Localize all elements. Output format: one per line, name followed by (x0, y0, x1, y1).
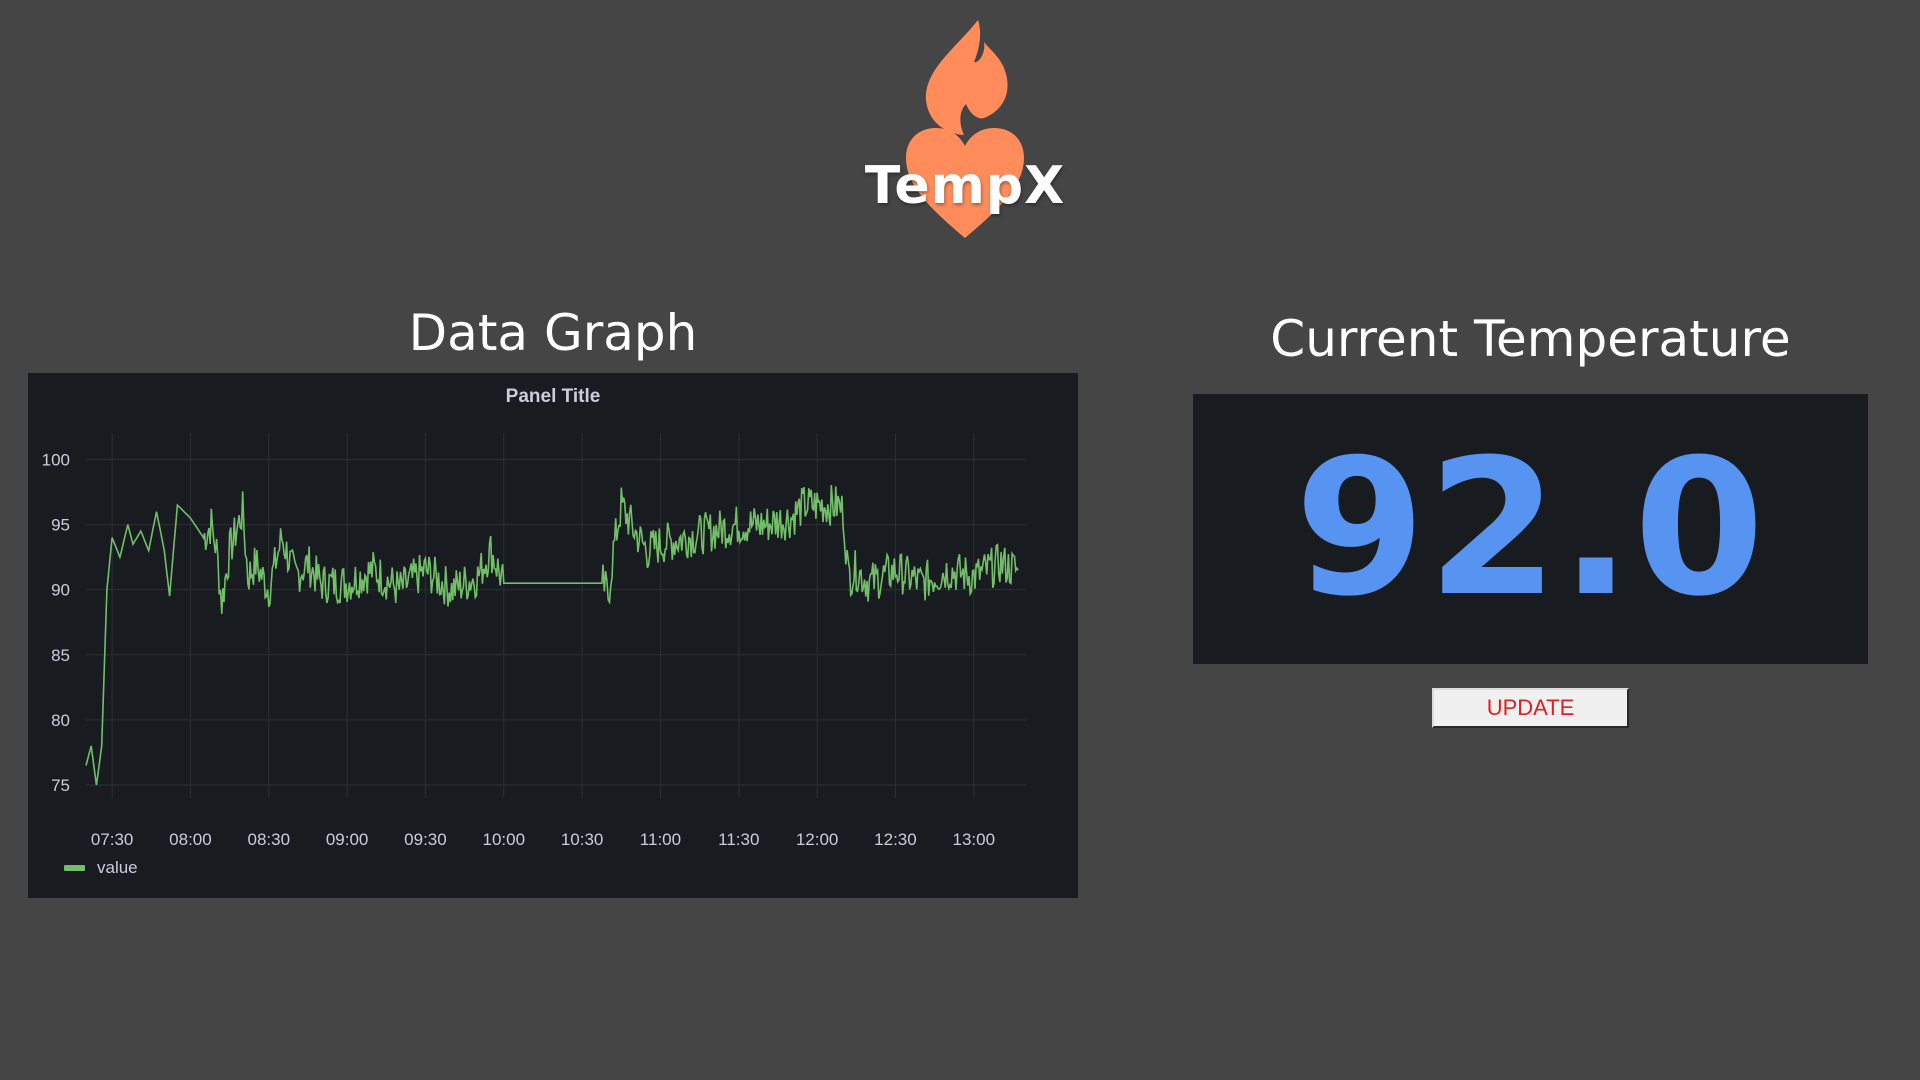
flame-heart-icon (906, 20, 1024, 238)
x-tick-label: 12:00 (796, 830, 839, 849)
panel-title: Panel Title (505, 386, 601, 407)
legend-label: value (97, 858, 138, 877)
line-chart: 75 80 85 90 95 100 07:30 08:00 08:30 09:00 09:30 10… (42, 433, 1026, 849)
temperature-value: 92.0 (1294, 419, 1767, 638)
x-tick-label: 10:00 (483, 830, 526, 849)
graph-panel: Panel Title 75 80 85 90 95 100 07:30 08:00 08:30… (28, 373, 1078, 898)
y-tick-label: 100 (42, 451, 70, 470)
logo-text: TempX (864, 156, 1066, 216)
x-tick-label: 13:00 (953, 830, 996, 849)
series-line-value (85, 485, 1019, 786)
y-tick-label: 80 (51, 711, 70, 730)
y-tick-label: 95 (51, 516, 70, 535)
y-tick-label: 90 (51, 581, 70, 600)
tempx-logo: TempX (860, 18, 1070, 243)
x-tick-label: 09:00 (326, 830, 369, 849)
x-tick-label: 10:30 (561, 830, 604, 849)
x-tick-label: 09:30 (404, 830, 447, 849)
x-tick-label: 11:30 (718, 830, 759, 849)
temperature-panel: 92.0 (1193, 394, 1868, 664)
x-tick-label: 07:30 (91, 830, 134, 849)
chart-legend[interactable]: value (64, 858, 138, 878)
x-tick-label: 12:30 (874, 830, 917, 849)
legend-swatch (64, 865, 85, 871)
temperature-section-title: Current Temperature (1270, 310, 1791, 368)
update-button[interactable]: UPDATE (1432, 688, 1629, 728)
y-tick-label: 75 (51, 776, 70, 795)
x-tick-label: 11:00 (640, 830, 681, 849)
x-tick-label: 08:30 (248, 830, 291, 849)
graph-section-title: Data Graph (408, 304, 698, 362)
y-tick-label: 85 (51, 646, 70, 665)
x-tick-label: 08:00 (169, 830, 212, 849)
